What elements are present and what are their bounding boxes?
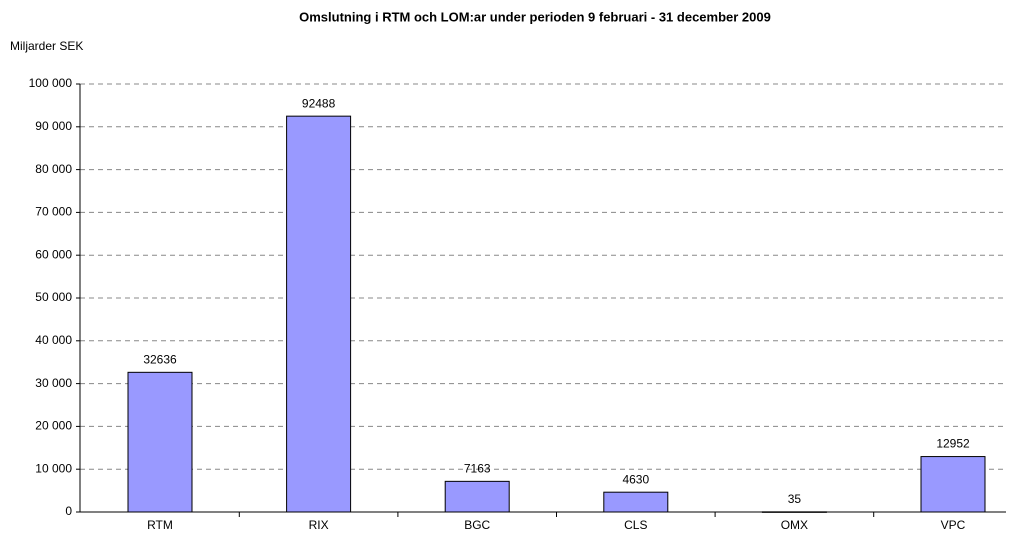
bar	[603, 491, 669, 513]
y-tick-label: 80 000	[35, 162, 72, 176]
x-tick-label: VPC	[941, 518, 966, 532]
y-tick-label: 40 000	[35, 333, 72, 347]
y-tick-label: 10 000	[35, 461, 72, 475]
x-tick-label: CLS	[624, 518, 647, 532]
data-label: 92488	[302, 96, 336, 110]
chart-title: Omslutning i RTM och LOM:ar under period…	[299, 9, 771, 24]
data-label: 12952	[936, 437, 970, 451]
bar	[286, 115, 352, 513]
bar	[444, 480, 510, 513]
y-tick-label: 0	[65, 504, 72, 518]
y-tick-label: 70 000	[35, 205, 72, 219]
bar	[761, 511, 827, 513]
x-tick-label: RIX	[309, 518, 329, 532]
data-label: 35	[788, 492, 802, 506]
bar	[920, 456, 986, 513]
y-tick-label: 60 000	[35, 247, 72, 261]
data-label: 7163	[464, 462, 491, 476]
y-tick-label: 50 000	[35, 290, 72, 304]
x-tick-label: BGC	[464, 518, 490, 532]
data-label: 4630	[622, 472, 649, 486]
bar	[127, 371, 193, 513]
y-tick-label: 100 000	[29, 76, 73, 90]
y-axis-label: Miljarder SEK	[10, 39, 83, 53]
y-tick-label: 20 000	[35, 419, 72, 433]
data-label: 32636	[143, 352, 177, 366]
x-tick-label: RTM	[147, 518, 173, 532]
y-tick-label: 30 000	[35, 376, 72, 390]
y-tick-label: 90 000	[35, 119, 72, 133]
x-tick-label: OMX	[781, 518, 808, 532]
